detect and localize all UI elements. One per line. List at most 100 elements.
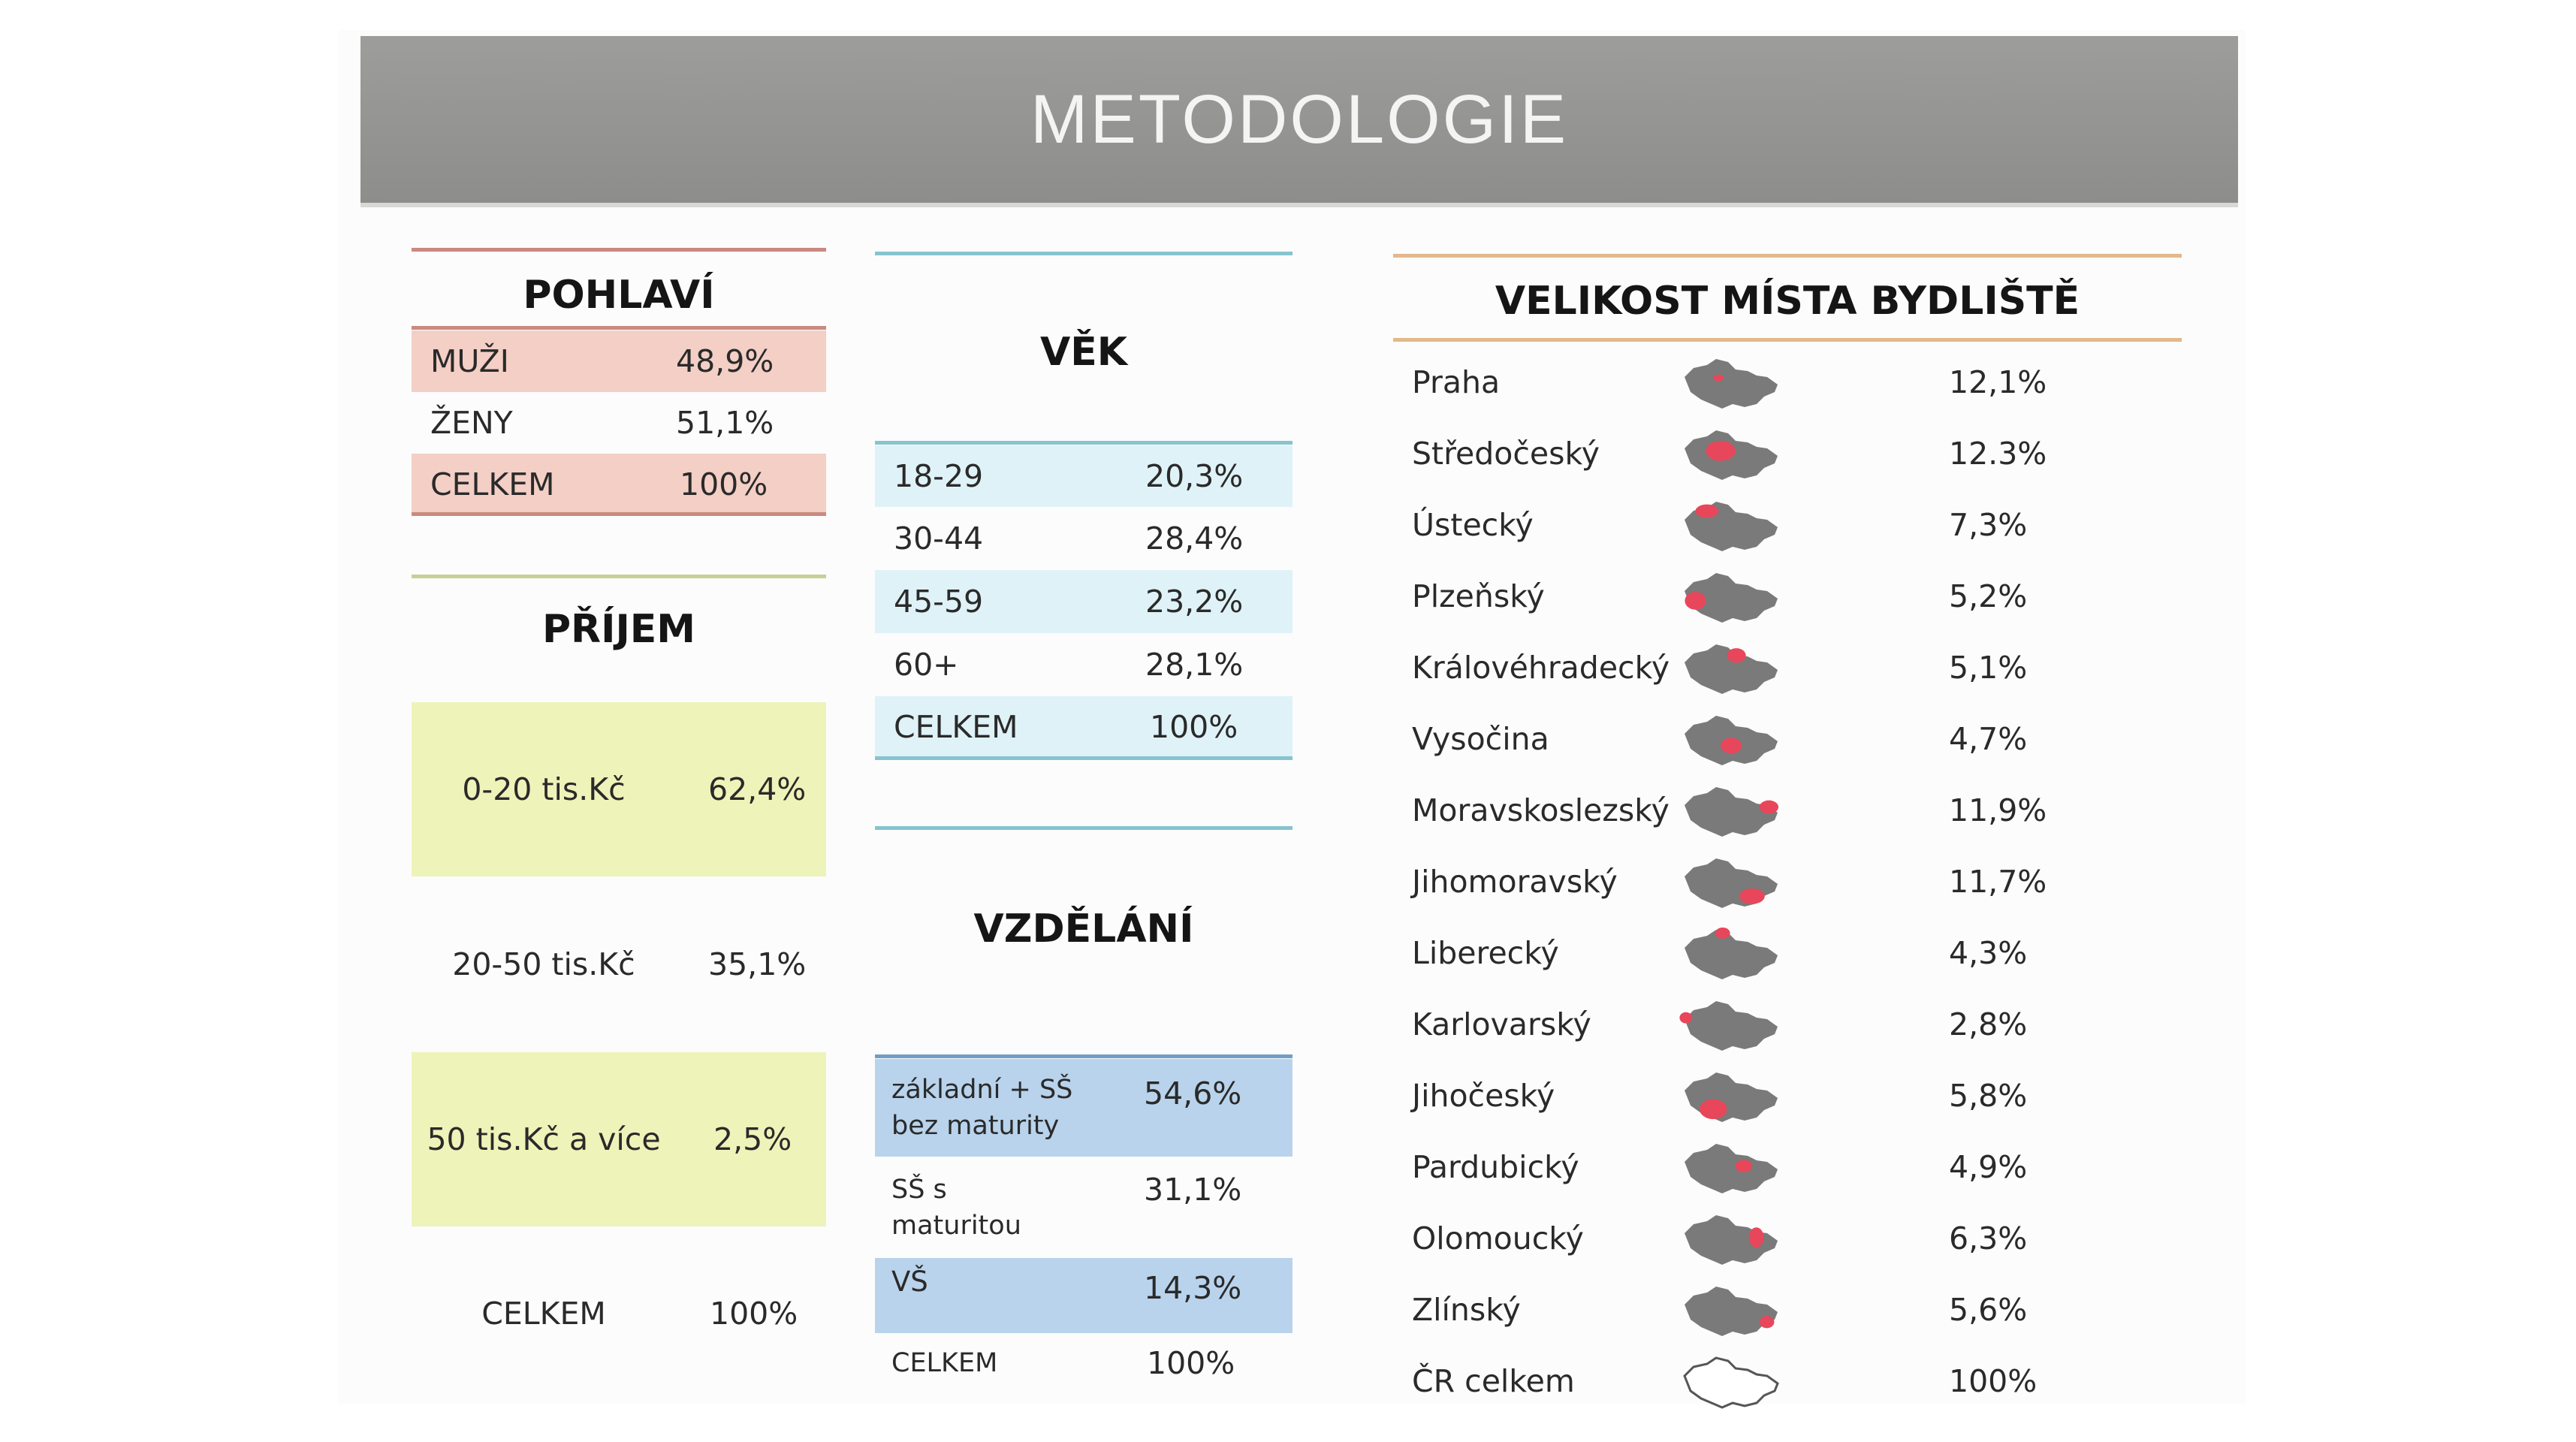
czech-map-olomoucky-icon: [1685, 1215, 1778, 1265]
table-row: ŽENY 51,1%: [412, 392, 826, 454]
vzdelani-top-rule: [875, 826, 1293, 830]
table-row: Pardubický 4,9%: [1393, 1135, 2182, 1199]
region-label: Středočeský: [1412, 436, 1600, 472]
region-label: Jihomoravský: [1412, 864, 1618, 900]
vzdelani-heading: VZDĚLÁNÍ: [973, 907, 1194, 952]
region-value: 6,3%: [1949, 1220, 2028, 1256]
region-value: 11,9%: [1949, 792, 2047, 828]
row-value: 20,3%: [1145, 458, 1244, 494]
row-value: 54,6%: [1144, 1075, 1242, 1112]
czech-map-jihocesky-icon: [1685, 1072, 1778, 1122]
row-value: 35,1%: [708, 946, 807, 982]
row-label: CELKEM: [894, 709, 1018, 745]
table-row: 30-44 28,4%: [875, 507, 1293, 570]
region-label: Ústecký: [1412, 507, 1534, 543]
vek-table: VĚK 18-29 20,3% 30-44 28,4% 45-59 23,2% …: [875, 252, 1293, 770]
region-label: Vysočina: [1412, 721, 1549, 757]
region-label: Moravskoslezský: [1412, 792, 1670, 828]
row-label: MUŽI: [430, 343, 509, 379]
vzdelani-header-rule: [875, 1054, 1293, 1058]
table-row: CELKEM 100%: [875, 1333, 1293, 1393]
region-value: 11,7%: [1949, 864, 2047, 900]
table-row: Zlínský 5,6%: [1393, 1278, 2182, 1342]
czech-map-jihomoravsky-icon: [1685, 858, 1778, 908]
table-row: Praha 12,1%: [1393, 350, 2182, 415]
vek-top-rule: [875, 252, 1293, 255]
region-label: Zlínský: [1412, 1292, 1521, 1328]
row-label: 20-50 tis.Kč: [452, 946, 635, 982]
row-label: ŽENY: [430, 405, 513, 441]
czech-map-kralovehradecky-icon: [1685, 644, 1778, 694]
pohlavi-heading: POHLAVÍ: [523, 273, 715, 318]
region-value: 5,8%: [1949, 1078, 2028, 1114]
pohlavi-bottom-rule: [412, 512, 826, 516]
table-row: 45-59 23,2%: [875, 570, 1293, 633]
row-label: CELKEM: [891, 1348, 998, 1378]
row-label: 50 tis.Kč a více: [427, 1121, 661, 1157]
region-value: 4,3%: [1949, 935, 2028, 971]
row-value: 100%: [710, 1296, 798, 1332]
table-row: 18-29 20,3%: [875, 445, 1293, 507]
czech-map-ustecky-icon: [1685, 502, 1778, 551]
row-label: 0-20 tis.Kč: [462, 771, 626, 807]
table-row: Královéhradecký 5,1%: [1393, 635, 2182, 700]
table-row: CELKEM 100%: [875, 696, 1293, 758]
region-value: 4,7%: [1949, 721, 2028, 757]
table-row: Karlovarský 2,8%: [1393, 992, 2182, 1057]
row-value: 28,1%: [1145, 647, 1244, 683]
czech-map-vysocina-icon: [1685, 716, 1778, 765]
czech-map-zlinsky-icon: [1685, 1287, 1778, 1336]
czech-map-karlovarsky-icon: [1679, 1001, 1778, 1051]
czech-map-pardubicky-icon: [1685, 1144, 1778, 1193]
region-value: 4,9%: [1949, 1149, 2028, 1185]
region-value: 12,1%: [1949, 364, 2047, 400]
region-label: Olomoucký: [1412, 1220, 1584, 1256]
row-value: 100%: [1150, 709, 1238, 745]
region-label: Praha: [1412, 364, 1501, 400]
table-row: MUŽI 48,9%: [412, 330, 826, 392]
row-value: 51,1%: [676, 405, 774, 441]
prijem-table: PŘÍJEM 0-20 tis.Kč 62,4% 20-50 tis.Kč 35…: [412, 575, 826, 1363]
row-value: 62,4%: [708, 771, 807, 807]
table-row: 50 tis.Kč a více 2,5%: [412, 1052, 826, 1226]
czech-map-moravskoslezsky-icon: [1685, 787, 1778, 837]
region-value: 5,6%: [1949, 1292, 2028, 1328]
prijem-top-rule: [412, 575, 826, 578]
table-row: Jihomoravský 11,7%: [1393, 849, 2182, 914]
pohlavi-table: POHLAVÍ MUŽI 48,9% ŽENY 51,1% CELKEM 100…: [412, 248, 826, 518]
row-value: 23,2%: [1145, 584, 1244, 620]
row-label: CELKEM: [430, 466, 555, 502]
table-row: Ústecký 7,3%: [1393, 493, 2182, 557]
velikost-heading: VELIKOST MÍSTA BYDLIŠTĚ: [1495, 279, 2080, 324]
table-row: Vysočina 4,7%: [1393, 707, 2182, 771]
czech-map-outline-icon: [1683, 1356, 1779, 1409]
table-row: CELKEM 100%: [412, 1226, 826, 1401]
vek-bottom-rule: [875, 756, 1293, 760]
region-value: 5,2%: [1949, 578, 2028, 614]
region-label: ČR celkem: [1412, 1363, 1575, 1399]
vek-heading: VĚK: [1039, 330, 1128, 375]
row-value: 48,9%: [676, 343, 774, 379]
row-label: 60+: [894, 647, 959, 683]
row-label: CELKEM: [481, 1296, 606, 1332]
row-value: 100%: [1147, 1345, 1235, 1381]
table-row: Liberecký 4,3%: [1393, 921, 2182, 985]
table-row: základní + SŠ bez maturity 54,6%: [875, 1059, 1293, 1157]
table-row: SŠ s maturitou 31,1%: [875, 1157, 1293, 1258]
table-row: Středočeský 12.3%: [1393, 421, 2182, 486]
region-value: 7,3%: [1949, 507, 2028, 543]
pohlavi-top-rule: [412, 248, 826, 252]
table-row: Olomoucký 6,3%: [1393, 1206, 2182, 1271]
velikost-top-rule: [1393, 254, 2182, 258]
row-label: VŠ: [891, 1266, 928, 1298]
region-value: 5,1%: [1949, 650, 2028, 686]
table-row: 20-50 tis.Kč 35,1%: [412, 876, 826, 1052]
vek-header-rule: [875, 441, 1293, 445]
row-label: 30-44: [894, 520, 984, 557]
row-value: 31,1%: [1144, 1172, 1242, 1208]
table-row: 60+ 28,1%: [875, 633, 1293, 696]
table-row: ČR celkem 100%: [1393, 1349, 2182, 1413]
page-title: METODOLOGIE: [360, 36, 2238, 203]
table-row: Moravskoslezský 11,9%: [1393, 778, 2182, 843]
region-label: Plzeňský: [1412, 578, 1545, 614]
